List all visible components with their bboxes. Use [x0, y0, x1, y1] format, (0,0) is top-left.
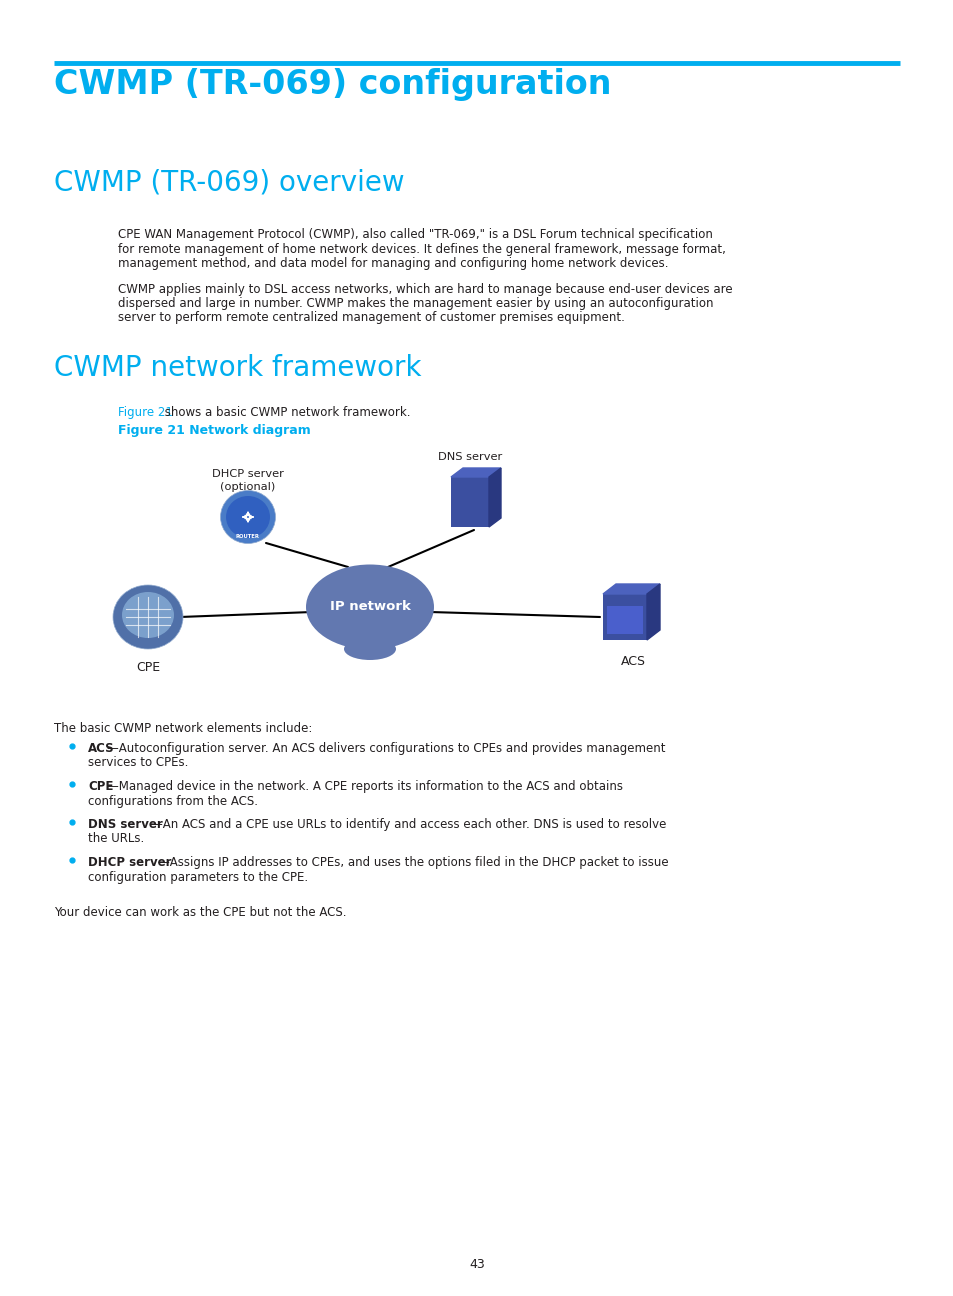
Polygon shape [646, 584, 659, 640]
Ellipse shape [226, 496, 270, 538]
Ellipse shape [344, 638, 395, 660]
Text: dispersed and large in number. CWMP makes the management easier by using an auto: dispersed and large in number. CWMP make… [118, 297, 713, 310]
Text: CPE WAN Management Protocol (CWMP), also called "TR-069," is a DSL Forum technic: CPE WAN Management Protocol (CWMP), also… [118, 228, 712, 241]
Text: Figure 21 Network diagram: Figure 21 Network diagram [118, 424, 311, 437]
Text: DNS server: DNS server [88, 818, 163, 831]
Text: DNS server: DNS server [437, 452, 501, 461]
Ellipse shape [122, 592, 173, 638]
FancyBboxPatch shape [451, 477, 489, 527]
Text: shows a basic CWMP network framework.: shows a basic CWMP network framework. [161, 406, 410, 419]
FancyBboxPatch shape [602, 594, 646, 640]
Text: server to perform remote centralized management of customer premises equipment.: server to perform remote centralized man… [118, 311, 624, 324]
Text: management method, and data model for managing and configuring home network devi: management method, and data model for ma… [118, 257, 668, 270]
Text: Figure 21: Figure 21 [118, 406, 172, 419]
Text: IP network: IP network [329, 600, 410, 613]
Text: Your device can work as the CPE but not the ACS.: Your device can work as the CPE but not … [54, 906, 346, 919]
Text: —Autoconfiguration server. An ACS delivers configurations to CPEs and provides m: —Autoconfiguration server. An ACS delive… [107, 743, 665, 756]
Text: —An ACS and a CPE use URLs to identify and access each other. DNS is used to res: —An ACS and a CPE use URLs to identify a… [152, 818, 666, 831]
Text: for remote management of home network devices. It defines the general framework,: for remote management of home network de… [118, 242, 725, 255]
Text: 43: 43 [469, 1258, 484, 1271]
Text: (optional): (optional) [220, 482, 275, 492]
Text: the URLs.: the URLs. [88, 832, 144, 845]
Text: CPE: CPE [88, 780, 113, 793]
Ellipse shape [220, 490, 275, 543]
Text: —Assigns IP addresses to CPEs, and uses the options filed in the DHCP packet to : —Assigns IP addresses to CPEs, and uses … [157, 855, 668, 870]
Polygon shape [602, 584, 659, 594]
Polygon shape [489, 468, 500, 527]
Ellipse shape [306, 565, 434, 649]
Text: DHCP server: DHCP server [212, 469, 284, 480]
Text: —Managed device in the network. A CPE reports its information to the ACS and obt: —Managed device in the network. A CPE re… [107, 780, 622, 793]
Text: CWMP (TR-069) configuration: CWMP (TR-069) configuration [54, 67, 611, 101]
Text: configuration parameters to the CPE.: configuration parameters to the CPE. [88, 871, 308, 884]
Text: services to CPEs.: services to CPEs. [88, 757, 188, 770]
Ellipse shape [112, 584, 183, 649]
Text: The basic CWMP network elements include:: The basic CWMP network elements include: [54, 722, 312, 735]
Text: CWMP applies mainly to DSL access networks, which are hard to manage because end: CWMP applies mainly to DSL access networ… [118, 283, 732, 295]
Text: CWMP (TR-069) overview: CWMP (TR-069) overview [54, 168, 404, 196]
Text: ACS: ACS [619, 654, 645, 667]
Polygon shape [451, 468, 500, 477]
FancyBboxPatch shape [606, 607, 642, 634]
Text: configurations from the ACS.: configurations from the ACS. [88, 794, 257, 807]
Text: ROUTER: ROUTER [235, 534, 260, 539]
Text: DHCP server: DHCP server [88, 855, 172, 870]
Text: CPE: CPE [135, 661, 160, 674]
Text: ACS: ACS [88, 743, 114, 756]
Text: CWMP network framework: CWMP network framework [54, 354, 421, 382]
